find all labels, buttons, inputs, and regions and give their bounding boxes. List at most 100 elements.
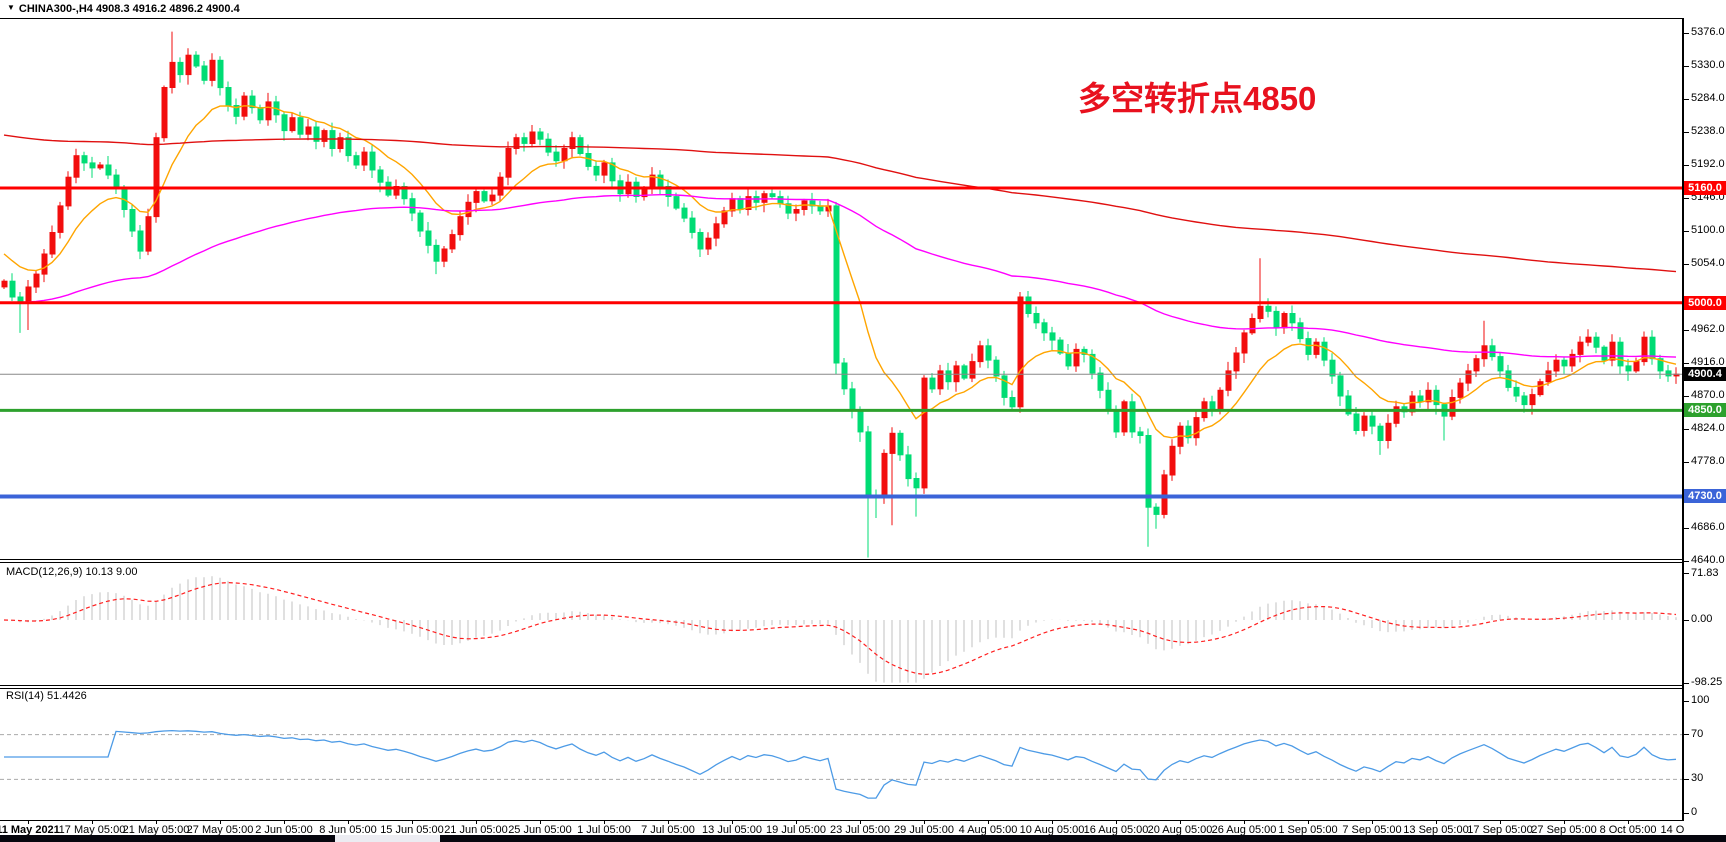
time-axis-tick: [924, 821, 925, 824]
time-axis-tick: [412, 821, 413, 824]
time-axis-label: 25 Jun 05:00: [508, 824, 572, 836]
time-axis-tick: [796, 821, 797, 824]
time-axis-tick: [1116, 821, 1117, 824]
axis-tick-label: 5238.0: [1691, 125, 1725, 137]
axis-tick: [1684, 65, 1689, 67]
price-axis[interactable]: 5376.0 5330.0 5284.0 5238.0 5192.0 5146.0 5100…: [1684, 0, 1726, 842]
price-level-badge: 5160.0: [1684, 180, 1726, 195]
time-axis-label: 21 May 05:00: [122, 824, 190, 836]
axis-tick-label: 4962.0: [1691, 323, 1725, 336]
time-axis-label: 21 Jun 05:00: [444, 824, 508, 836]
time-axis-label: 16 Aug 05:00: [1083, 824, 1149, 836]
macd-indicator-label: MACD(12,26,9) 10.13 9.00: [6, 566, 138, 578]
axis-tick: [1684, 573, 1689, 575]
scrollbar-thumb[interactable]: [335, 835, 440, 842]
time-axis-label: 27 May 05:00: [186, 824, 254, 836]
time-axis-tick: [92, 821, 93, 824]
axis-tick: [1684, 527, 1689, 529]
time-axis-tick: [860, 821, 861, 824]
time-axis-label: 17 Sep 05:00: [1467, 824, 1533, 836]
panel-divider[interactable]: [0, 688, 1684, 689]
axis-tick: [1684, 263, 1689, 265]
main-price-chart[interactable]: [0, 18, 1684, 559]
axis-tick-label: -98.25: [1691, 676, 1723, 689]
axis-tick-label: 4640.0: [1691, 554, 1725, 567]
time-axis-label: 17 May 05:00: [58, 824, 126, 836]
time-axis-tick: [1308, 821, 1309, 824]
time-axis-label: 7 Jul 05:00: [641, 824, 695, 836]
time-axis-tick: [156, 821, 157, 824]
time-axis-label: 20 Aug 05:00: [1147, 824, 1213, 836]
time-axis-label: 23 Jul 05:00: [830, 824, 890, 836]
time-axis-label: 1 Jul 05:00: [577, 824, 631, 836]
axis-tick-label: 4916.0: [1691, 356, 1725, 369]
current-price-badge: 4900.4: [1684, 367, 1726, 382]
axis-tick: [1684, 428, 1689, 430]
time-axis-tick: [540, 821, 541, 824]
axis-tick: [1684, 197, 1689, 199]
axis-tick-label: 0.00: [1691, 613, 1713, 625]
axis-tick: [1684, 682, 1689, 684]
time-axis-tick: [1500, 821, 1501, 824]
time-axis-label: 8 Jun 05:00: [319, 824, 377, 836]
time-axis-label: 19 Jul 05:00: [766, 824, 826, 836]
time-axis-label: 11 May 2021: [0, 824, 60, 836]
axis-tick: [1684, 131, 1689, 133]
axis-tick: [1684, 700, 1689, 702]
time-axis-tick: [284, 821, 285, 824]
price-axis-border: [1682, 18, 1684, 820]
time-axis-tick: [1372, 821, 1373, 824]
time-axis-label: 29 Jul 05:00: [894, 824, 954, 836]
panel-divider[interactable]: [0, 685, 1684, 686]
axis-tick: [1684, 619, 1689, 621]
axis-tick-label: 4778.0: [1691, 455, 1725, 468]
price-level-badge: 5000.0: [1684, 295, 1726, 310]
panel-divider[interactable]: [0, 562, 1684, 563]
macd-panel[interactable]: [0, 563, 1684, 684]
time-axis-tick: [28, 821, 29, 824]
rsi-indicator-label: RSI(14) 51.4426: [6, 690, 87, 702]
price-level-badge: 4850.0: [1684, 403, 1726, 418]
chart-text-annotation: 多空转折点4850: [1078, 80, 1317, 117]
symbol-ohlc-title: CHINA300-,H4 4908.3 4916.2 4896.2 4900.4: [18, 3, 240, 15]
axis-tick: [1684, 32, 1689, 34]
axis-tick: [1684, 98, 1689, 100]
axis-tick-label: 71.83: [1691, 566, 1719, 579]
axis-tick: [1684, 734, 1689, 736]
time-axis[interactable]: 11 May 2021 17 May 05:00 21 May 05:00 27 Ma…: [0, 820, 1724, 836]
time-axis-label: 8 Oct 05:00: [1599, 824, 1657, 836]
symbol-dropdown-icon[interactable]: ▼: [7, 3, 15, 12]
axis-tick: [1684, 778, 1689, 780]
rsi-panel[interactable]: [0, 689, 1684, 819]
time-axis-label: 26 Aug 05:00: [1211, 824, 1277, 836]
time-axis-tick: [1436, 821, 1437, 824]
axis-tick: [1684, 329, 1689, 331]
axis-tick-label: 5054.0: [1691, 257, 1725, 270]
main-panel-top-border: [0, 18, 1684, 19]
time-axis-tick: [220, 821, 221, 824]
axis-tick: [1684, 461, 1689, 463]
time-axis-label: 1 Sep 05:00: [1278, 824, 1338, 836]
axis-tick-label: 5330.0: [1691, 59, 1725, 71]
axis-tick-label: 4870.0: [1691, 389, 1725, 402]
axis-tick-label: 4824.0: [1691, 422, 1725, 435]
time-axis-label: 15 Jun 05:00: [380, 824, 444, 836]
time-axis-tick: [988, 821, 989, 824]
time-axis-label: 7 Sep 05:00: [1342, 824, 1402, 836]
panel-divider[interactable]: [0, 559, 1684, 560]
time-axis-tick: [348, 821, 349, 824]
axis-tick-label: 30: [1691, 772, 1704, 785]
horizontal-scrollbar[interactable]: [0, 835, 1726, 842]
time-axis-label: 10 Aug 05:00: [1019, 824, 1085, 836]
chart-title-bar: ▼ CHINA300-,H4 4908.3 4916.2 4896.2 4900.…: [0, 0, 1684, 18]
axis-tick: [1684, 230, 1689, 232]
axis-tick: [1684, 395, 1689, 397]
axis-tick-label: 5192.0: [1691, 158, 1725, 170]
time-axis-tick: [1244, 821, 1245, 824]
time-axis-tick: [668, 821, 669, 824]
axis-tick-label: 100: [1691, 694, 1710, 706]
price-level-badge: 4730.0: [1684, 489, 1726, 504]
time-axis-tick: [1628, 821, 1629, 824]
time-axis-label: 13 Sep 05:00: [1403, 824, 1469, 836]
